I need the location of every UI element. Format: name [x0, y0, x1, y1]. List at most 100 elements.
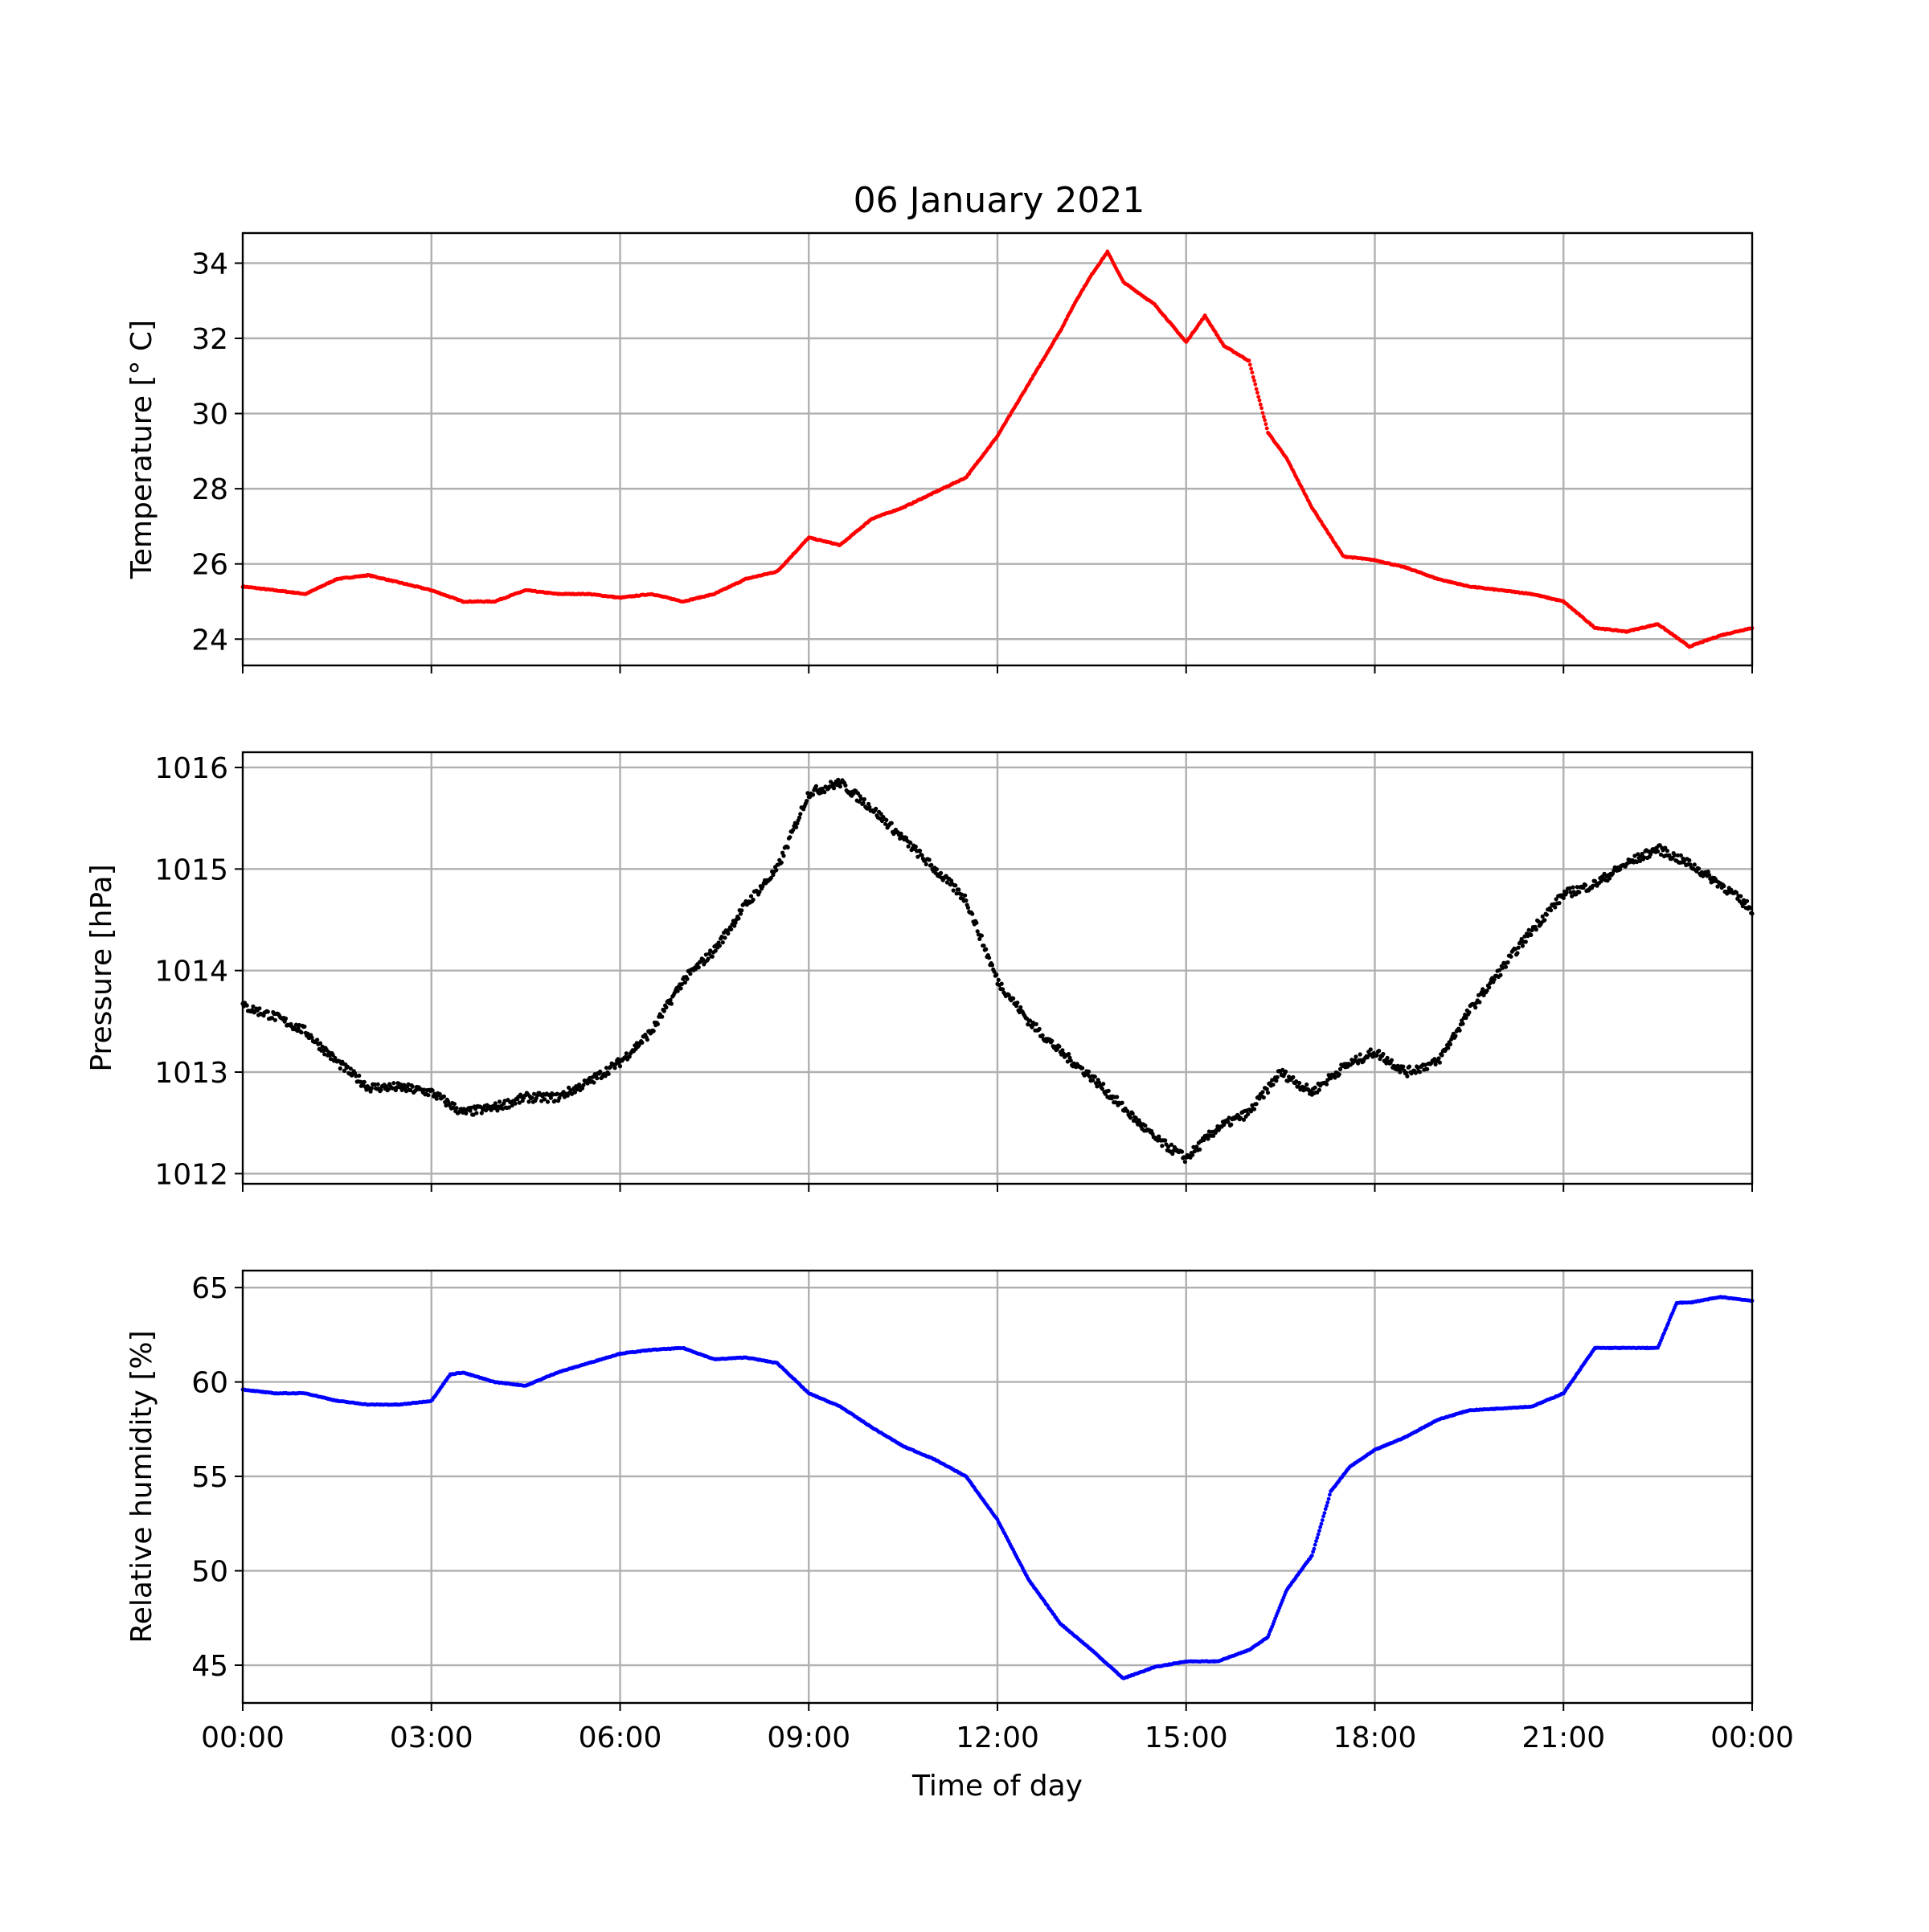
data-point — [1481, 993, 1486, 997]
data-point — [831, 786, 837, 791]
data-point — [357, 1073, 362, 1079]
data-point — [297, 1022, 301, 1028]
data-point — [1259, 406, 1263, 411]
data-point — [1251, 1107, 1257, 1111]
data-point — [693, 967, 698, 972]
data-point — [794, 825, 799, 829]
y-tick-label: 32 — [191, 323, 228, 356]
data-point — [1253, 382, 1258, 387]
data-point — [974, 920, 979, 925]
data-point — [965, 905, 971, 911]
data-point — [1747, 906, 1752, 911]
data-point — [706, 956, 711, 961]
data-point — [1317, 1087, 1321, 1092]
data-point — [269, 1016, 275, 1021]
data-point — [1592, 878, 1597, 883]
data-point — [1068, 1058, 1073, 1063]
data-point — [884, 817, 889, 823]
data-point — [1311, 1549, 1315, 1554]
data-point — [1636, 852, 1640, 857]
axes-frame — [241, 1269, 1754, 1705]
data-point — [402, 1083, 407, 1087]
data-point — [855, 791, 861, 796]
data-point — [543, 1097, 547, 1102]
data-point — [1463, 1013, 1468, 1017]
data-point — [908, 841, 913, 845]
data-point — [627, 1054, 632, 1059]
data-point — [1618, 867, 1623, 872]
data-point — [1050, 1038, 1055, 1043]
data-point — [1564, 890, 1569, 894]
data-point — [530, 1095, 534, 1100]
data-point — [326, 1050, 331, 1054]
y-tick-label: 50 — [191, 1556, 228, 1589]
data-point — [1260, 1090, 1265, 1095]
data-point — [1091, 1078, 1096, 1083]
data-point — [1255, 391, 1259, 395]
data-point — [685, 976, 690, 981]
data-point — [320, 1044, 325, 1049]
data-point — [452, 1102, 457, 1107]
data-point — [1536, 919, 1541, 924]
data-point — [810, 792, 816, 797]
data-point — [1092, 1074, 1097, 1079]
data-point — [954, 891, 959, 896]
data-point — [342, 1068, 347, 1073]
data-point — [1182, 1160, 1187, 1165]
data-point — [598, 1069, 603, 1074]
data-point — [603, 1074, 608, 1079]
data-point — [989, 963, 995, 968]
data-point — [451, 1105, 456, 1110]
data-point — [1453, 1034, 1458, 1038]
y-tick-label: 1013 — [154, 1057, 228, 1090]
y-tick-label: 65 — [191, 1272, 228, 1305]
data-point — [919, 853, 924, 858]
y-tick-label: 45 — [191, 1650, 228, 1683]
data-point — [1251, 375, 1255, 379]
data-point — [369, 1086, 374, 1091]
panel-pressure: 1012 1013 1014 1015 1016 Pressure [hPa] — [85, 751, 1755, 1192]
data-point — [1473, 1005, 1478, 1010]
data-point — [1241, 1117, 1247, 1122]
data-point — [878, 812, 883, 817]
data-point — [1509, 954, 1513, 959]
data-point — [399, 1087, 404, 1092]
data-point — [1329, 1076, 1333, 1081]
series-humidity — [240, 1295, 1755, 1680]
data-point — [1229, 1122, 1234, 1127]
data-point — [1368, 1047, 1373, 1052]
data-point — [1544, 912, 1549, 917]
data-point — [1250, 370, 1255, 375]
data-point — [1687, 858, 1692, 863]
data-point — [1501, 965, 1505, 970]
panel-temperature: 24 26 28 30 32 34 Temperature [° C] — [125, 231, 1755, 673]
data-point — [1274, 1079, 1279, 1083]
data-point — [497, 1099, 502, 1104]
data-point — [261, 1013, 266, 1018]
data-point — [437, 1091, 442, 1096]
data-point — [612, 1066, 617, 1070]
data-point — [251, 1004, 256, 1009]
data-point — [1551, 902, 1557, 907]
data-point — [1436, 1056, 1441, 1061]
data-point — [866, 801, 871, 806]
y-axis-label: Pressure [hPa] — [85, 864, 118, 1071]
data-point — [1027, 1018, 1032, 1023]
data-point — [1488, 980, 1493, 985]
data-point — [660, 1014, 665, 1019]
data-point — [1523, 939, 1528, 944]
data-point — [588, 1075, 592, 1080]
data-point — [1498, 972, 1503, 977]
data-point — [1526, 927, 1531, 932]
data-point — [1658, 852, 1664, 857]
y-tick-label: 1012 — [154, 1158, 228, 1191]
data-point — [1326, 1073, 1331, 1078]
data-point — [1263, 418, 1267, 423]
data-point — [1157, 1134, 1161, 1139]
data-point — [779, 860, 784, 865]
data-point — [960, 892, 964, 897]
data-point — [1137, 1120, 1142, 1125]
data-point — [956, 887, 961, 892]
data-point — [1415, 1065, 1420, 1070]
